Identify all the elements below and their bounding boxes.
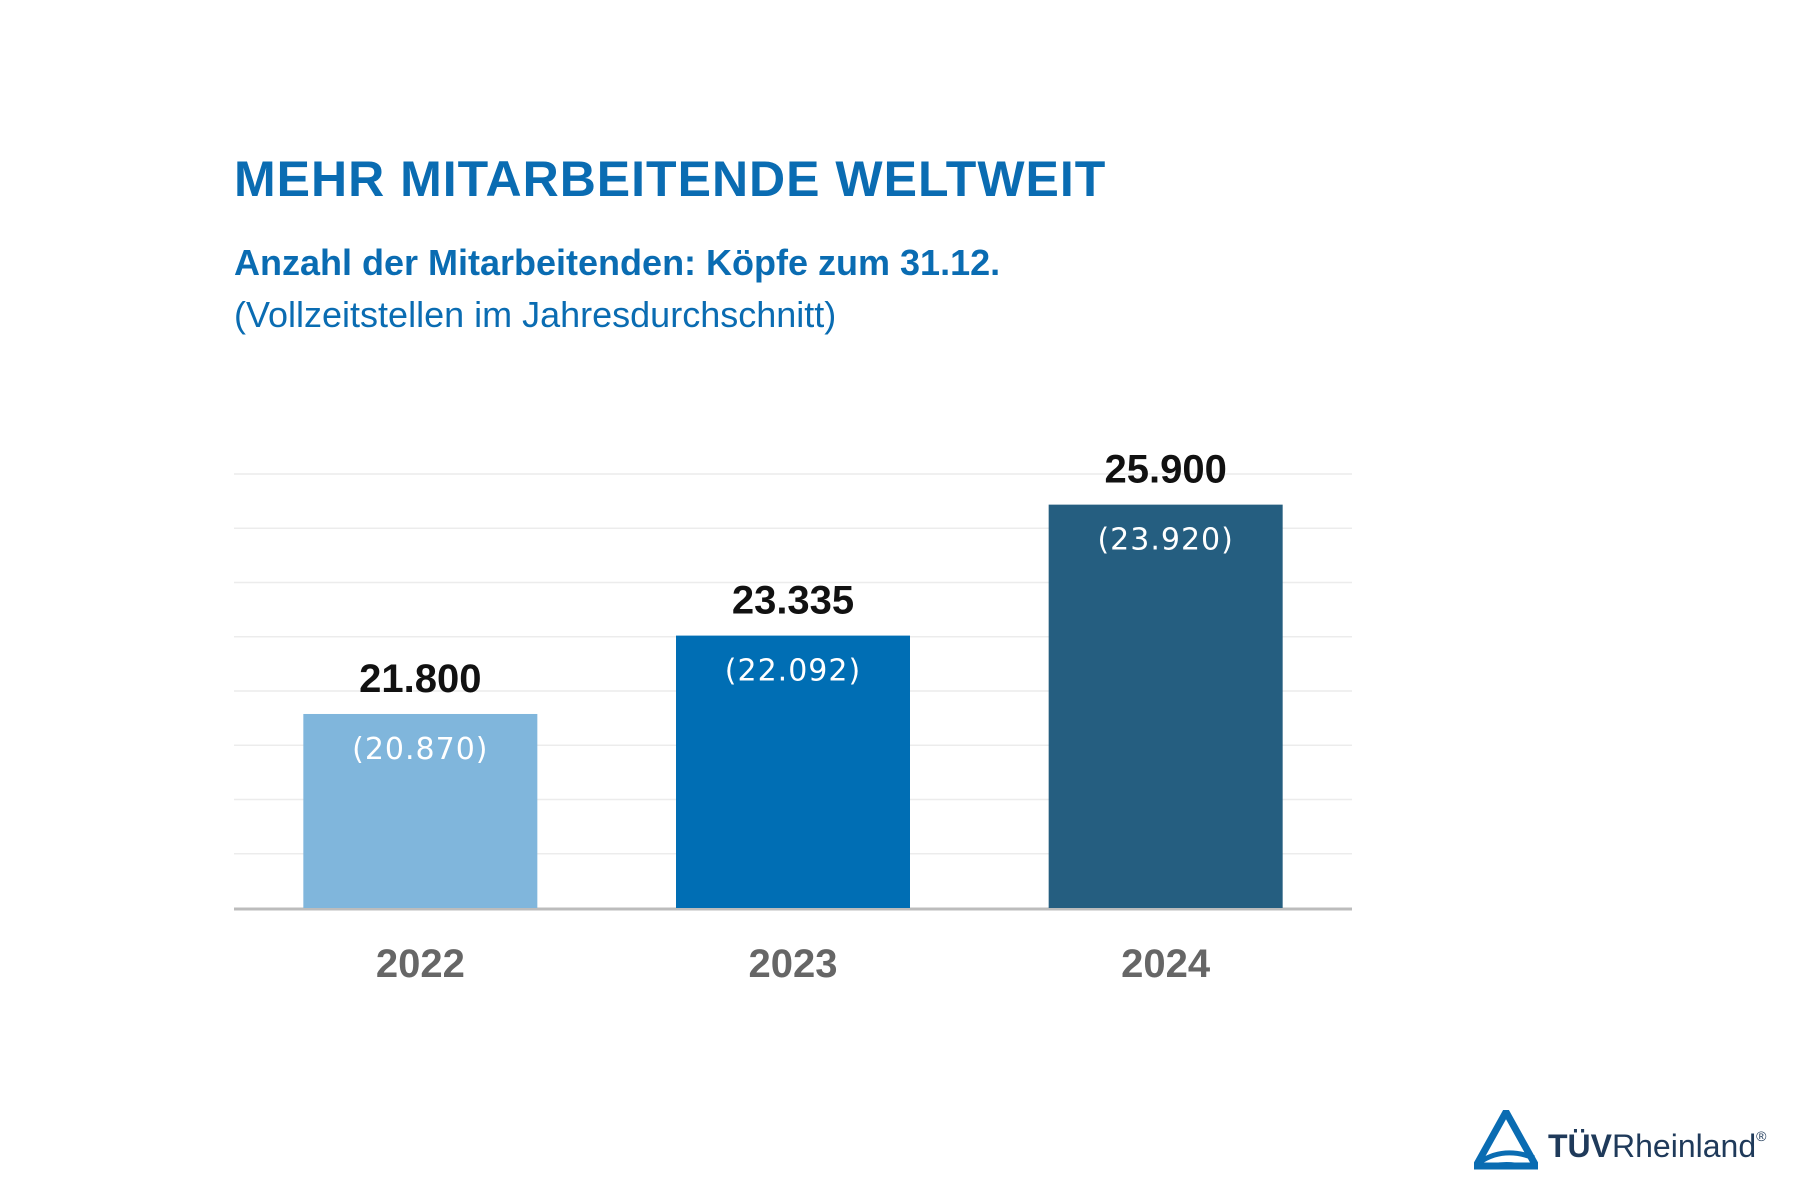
chart-subtitle-note: (Vollzeitstellen im Jahresdurchschnitt) (234, 294, 837, 335)
logo-brand-bold: TÜV (1548, 1128, 1612, 1164)
triangle-logo-icon (1474, 1110, 1538, 1170)
value-label-2024: 25.900 (1104, 448, 1226, 492)
value-label-2023: 23.335 (732, 579, 854, 623)
bars (303, 504, 1283, 908)
bar-2022 (303, 713, 538, 908)
chart-subtitle: Anzahl der Mitarbeitenden: Köpfe zum 31.… (234, 242, 1001, 283)
chart-title: MEHR MITARBEITENDE WELTWEIT (234, 151, 1107, 207)
logo-brand-regular: Rheinland (1612, 1128, 1757, 1164)
logo-reg-mark: ® (1756, 1128, 1767, 1144)
inner-label-2022: (20.870) (352, 732, 488, 767)
tuv-rheinland-logo: TÜVRheinland® (1474, 1110, 1784, 1174)
labels: 21.800 (20.870) 2022 23.335 (22.092) 2023 25.9… (352, 448, 1233, 986)
value-label-2022: 21.800 (359, 657, 481, 701)
logo-wordmark: TÜVRheinland® (1548, 1128, 1766, 1165)
inner-label-2024: (23.920) (1097, 523, 1233, 558)
tick-label-2022: 2022 (376, 942, 465, 986)
bar-2024 (1048, 504, 1283, 908)
tick-label-2024: 2024 (1121, 942, 1211, 986)
bar-2023 (676, 635, 910, 908)
tick-label-2023: 2023 (749, 942, 838, 986)
inner-label-2023: (22.092) (725, 654, 861, 689)
